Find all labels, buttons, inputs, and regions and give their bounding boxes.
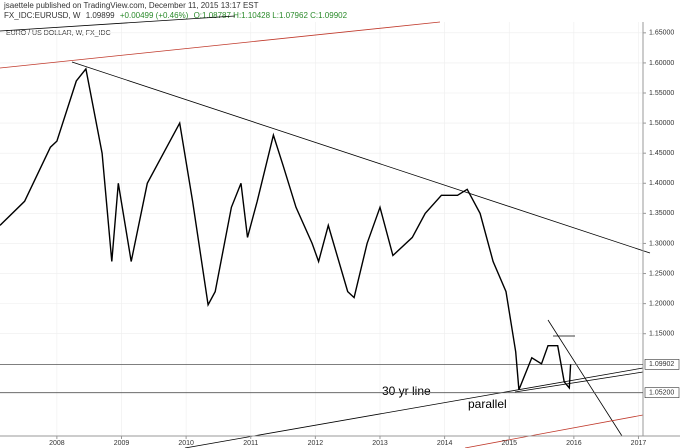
symbol: FX_IDC:EURUSD, W 1.09899 +0.00499 (+0.46… xyxy=(4,11,348,20)
y-tick-label: 1.40000 xyxy=(649,180,674,187)
y-tick-label: 1.25000 xyxy=(649,270,674,277)
x-tick-label: 2011 xyxy=(243,440,258,447)
trend-lines xyxy=(0,15,651,448)
y-tick-label: 1.65000 xyxy=(649,30,674,37)
price-label-box xyxy=(644,387,680,398)
grid xyxy=(0,22,643,436)
x-tick-label: 2009 xyxy=(114,440,130,447)
x-tick-label: 2014 xyxy=(437,440,453,447)
x-tick-label: 2010 xyxy=(178,440,194,447)
symbol-name: FX_IDC:EURUSD, W xyxy=(4,11,81,20)
y-tick-label: 1.15000 xyxy=(649,331,674,338)
header: jsaettele published on TradingView.com, … xyxy=(3,1,259,10)
x-tick-label: 2017 xyxy=(631,440,647,447)
trend-line xyxy=(0,15,236,32)
trend-line xyxy=(0,21,441,69)
price-label: 1.09902 xyxy=(649,361,674,368)
y-tick-label: 1.45000 xyxy=(649,150,674,157)
x-tick-label: 2012 xyxy=(308,440,324,447)
y-tick-label: 1.50000 xyxy=(649,120,674,127)
price-line-series xyxy=(0,67,572,390)
y-tick-label: 1.55000 xyxy=(649,90,674,97)
annotation: parallel xyxy=(468,397,507,411)
trend-line xyxy=(71,61,651,254)
ohlc: O:1.08787 H:1.10428 L:1.07962 C:1.09902 xyxy=(194,11,348,20)
y-tick-label: 1.20000 xyxy=(649,300,674,307)
trend-line xyxy=(464,414,644,448)
y-tick-label: 1.30000 xyxy=(649,240,674,247)
x-tick-label: 2008 xyxy=(49,440,65,447)
price-label: 1.05200 xyxy=(649,390,674,397)
chart-title: EURO / US DOLLAR, W, FX_IDC xyxy=(6,30,111,37)
x-tick-label: 2016 xyxy=(566,440,582,447)
last-price: 1.09899 xyxy=(86,11,115,20)
change: +0.00499 (+0.46%) xyxy=(120,11,189,20)
annotation: 30 yr line xyxy=(382,384,431,398)
x-tick-label: 2015 xyxy=(501,440,517,447)
y-tick-label: 1.60000 xyxy=(649,60,674,67)
trend-line xyxy=(547,319,623,437)
x-tick-label: 2013 xyxy=(372,440,388,447)
trend-line xyxy=(184,367,644,448)
trend-line xyxy=(514,371,644,393)
price-label-box xyxy=(644,359,680,370)
y-tick-label: 1.35000 xyxy=(649,210,674,217)
